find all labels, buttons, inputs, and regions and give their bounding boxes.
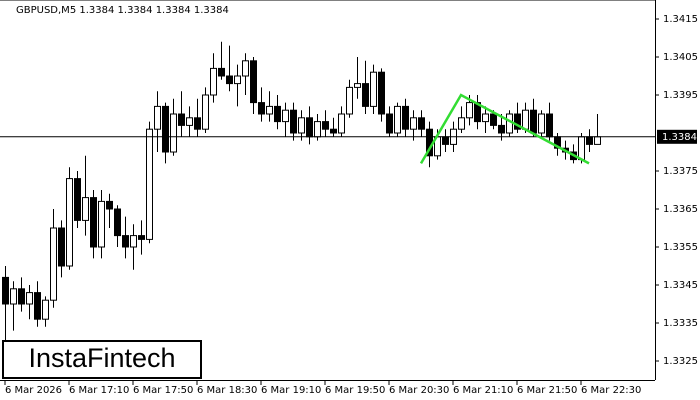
candle-body (466, 102, 473, 119)
candle-body (130, 235, 137, 248)
candle-body (362, 83, 369, 107)
candle-body (186, 117, 193, 126)
y-tick-label: 1.3325 (663, 356, 698, 367)
candle-body (250, 60, 257, 104)
x-tick-label: 6 Mar 22:30 (581, 385, 641, 396)
candle-body (242, 60, 249, 77)
candle-body (386, 113, 393, 134)
candle-body (530, 109, 537, 134)
candle-body (410, 117, 417, 130)
candle-body (514, 113, 521, 130)
candle-body (114, 208, 121, 237)
candle-body (194, 117, 201, 130)
y-tick-label: 1.3345 (663, 280, 698, 291)
y-tick-label: 1.3335 (663, 318, 698, 329)
candle-body (330, 128, 337, 134)
watermark-box (2, 340, 202, 379)
candle-body (202, 94, 209, 130)
candle-body (18, 288, 25, 305)
candle-body (282, 109, 289, 123)
candle-body (178, 113, 185, 126)
x-tick-label: 6 Mar 21:50 (517, 385, 577, 396)
candle-body (338, 113, 345, 134)
candle-body (378, 71, 385, 115)
candle-body (106, 200, 113, 210)
chart-title: GBPUSD,M5 1.3384 1.3384 1.3384 1.3384 (16, 5, 229, 16)
candle-body (266, 105, 273, 115)
x-tick-label: 6 Mar 20:30 (389, 385, 449, 396)
candle-body (226, 75, 233, 85)
candle-body (162, 105, 169, 153)
candle-body (594, 136, 601, 145)
candle-body (58, 227, 65, 267)
x-tick-label: 6 Mar 2026 (5, 385, 62, 396)
candle-body (122, 235, 129, 248)
candle-body (538, 113, 545, 134)
candle-body (498, 124, 505, 134)
candle-body (26, 292, 33, 305)
candle-body (66, 178, 73, 267)
candle-body (522, 109, 529, 130)
candle-body (586, 136, 593, 145)
candle-body (2, 276, 9, 305)
candle-body (98, 200, 105, 248)
candle-body (34, 292, 41, 320)
y-tick-label: 1.3355 (663, 242, 698, 253)
candle-body (290, 109, 297, 134)
candle-body (394, 105, 401, 134)
y-tick-label: 1.3395 (663, 90, 698, 101)
candle-body (82, 197, 89, 221)
candle-body (546, 113, 553, 138)
current-price-label: 1.3384 (662, 132, 697, 143)
candle-body (258, 102, 265, 115)
candle-body (458, 117, 465, 130)
candle-body (154, 105, 161, 130)
x-tick-label: 6 Mar 19:10 (261, 385, 321, 396)
y-tick-label: 1.3365 (663, 204, 698, 215)
y-tick-label: 1.3405 (663, 52, 698, 63)
candle-body (42, 299, 49, 320)
y-tick-label: 1.3415 (663, 14, 698, 25)
candle-body (346, 86, 353, 115)
candle-body (306, 117, 313, 138)
candle-body (210, 67, 217, 96)
candle-body (74, 178, 81, 221)
candle-body (50, 227, 57, 301)
candle-body (322, 121, 329, 130)
x-tick-label: 6 Mar 21:10 (453, 385, 513, 396)
current-price-box (657, 129, 697, 144)
candle-body (370, 71, 377, 107)
candle-body (442, 136, 449, 145)
candle-body (146, 128, 153, 240)
watermark: InstaFintech (28, 343, 175, 373)
candle-body (10, 288, 17, 305)
candle-body (418, 117, 425, 130)
y-tick-label: 1.3375 (663, 166, 698, 177)
candle-body (234, 75, 241, 85)
candle-body (506, 113, 513, 134)
candle-body (354, 83, 361, 88)
plot-area (0, 41, 655, 342)
x-tick-label: 6 Mar 17:50 (133, 385, 193, 396)
candle-body (314, 121, 321, 138)
candle-body (402, 105, 409, 130)
candle-body (218, 67, 225, 77)
candle-body (298, 117, 305, 134)
x-tick-label: 6 Mar 17:10 (69, 385, 129, 396)
candle-body (482, 113, 489, 123)
candle-body (138, 235, 145, 240)
x-tick-label: 6 Mar 18:30 (197, 385, 257, 396)
x-tick-label: 6 Mar 19:50 (325, 385, 385, 396)
candle-body (90, 197, 97, 248)
pattern-line (419, 93, 590, 165)
candle-body (578, 136, 585, 161)
candle-body (170, 113, 177, 153)
candle-body (274, 105, 281, 123)
candle-body (490, 113, 497, 126)
